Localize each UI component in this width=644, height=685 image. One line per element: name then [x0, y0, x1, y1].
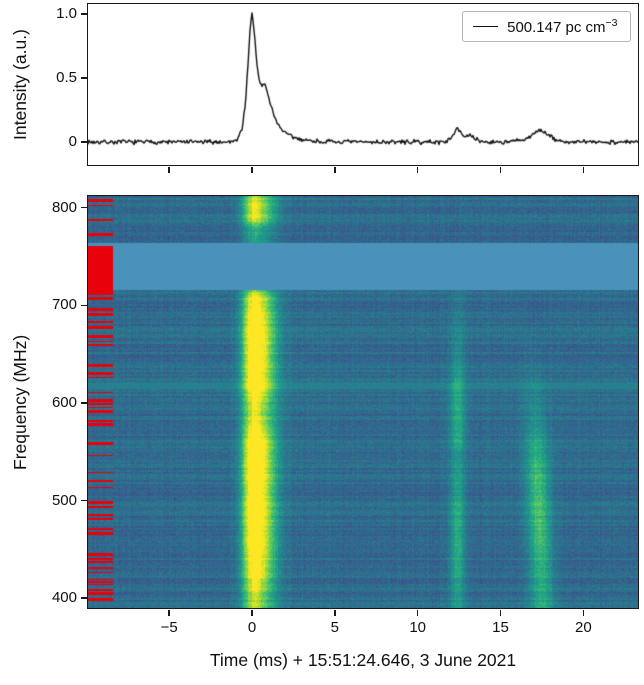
frequency-y-tick-label: 800 — [51, 198, 77, 216]
intensity-x-tick — [168, 166, 170, 173]
intensity-axis-label: Intensity (a.u.) — [10, 29, 30, 140]
frequency-y-tick — [80, 402, 87, 404]
time-x-tick-label: 20 — [574, 619, 592, 636]
frequency-y-tick — [80, 304, 87, 307]
legend: 500.147 pc cm−3 — [462, 10, 631, 42]
frequency-y-tick-label: 500 — [51, 491, 77, 509]
time-x-tick — [168, 609, 170, 616]
intensity-y-tick-label: 0.5 — [56, 69, 77, 87]
time-x-tick-label: 5 — [330, 619, 339, 636]
intensity-x-tick — [416, 166, 419, 173]
legend-dm-exponent: −3 — [605, 16, 618, 29]
time-x-tick-label: −5 — [160, 619, 178, 636]
time-x-tick — [416, 609, 419, 616]
legend-dm-value: 500.147 pc cm — [507, 18, 606, 36]
frequency-y-tick-label: 700 — [51, 296, 77, 314]
legend-line-sample — [473, 25, 499, 27]
frequency-y-tick-label: 600 — [51, 393, 77, 411]
time-x-tick-label: 15 — [492, 619, 509, 636]
intensity-y-tick-label: 1.0 — [56, 5, 77, 23]
intensity-x-tick — [251, 166, 253, 173]
intensity-y-tick-label: 0 — [68, 133, 77, 150]
time-x-tick-label: 10 — [409, 619, 426, 636]
time-axis-label: Time (ms) + 15:51:24.646, 3 June 2021 — [209, 650, 517, 670]
time-x-tick-label: 0 — [247, 619, 257, 636]
intensity-panel: 500.147 pc cm−3 — [86, 2, 639, 166]
frequency-y-tick — [80, 597, 87, 599]
frequency-y-tick-label: 400 — [51, 589, 77, 607]
intensity-x-tick — [499, 166, 502, 173]
waterfall-panel — [86, 194, 639, 609]
time-x-tick — [334, 609, 336, 616]
intensity-x-tick — [582, 166, 585, 173]
time-x-tick — [499, 609, 502, 616]
dynamic-spectrum-plot — [87, 195, 638, 608]
intensity-x-tick — [334, 166, 336, 173]
legend-label: 500.147 pc cm−3 — [507, 17, 617, 36]
frequency-y-tick — [80, 206, 87, 209]
frequency-y-tick — [80, 499, 87, 502]
frequency-axis-label: Frequency (MHz) — [10, 334, 30, 470]
intensity-y-tick — [80, 141, 87, 143]
intensity-y-tick — [80, 77, 87, 79]
time-x-tick — [251, 609, 253, 616]
intensity-y-tick — [80, 13, 87, 15]
time-x-tick — [582, 609, 585, 616]
